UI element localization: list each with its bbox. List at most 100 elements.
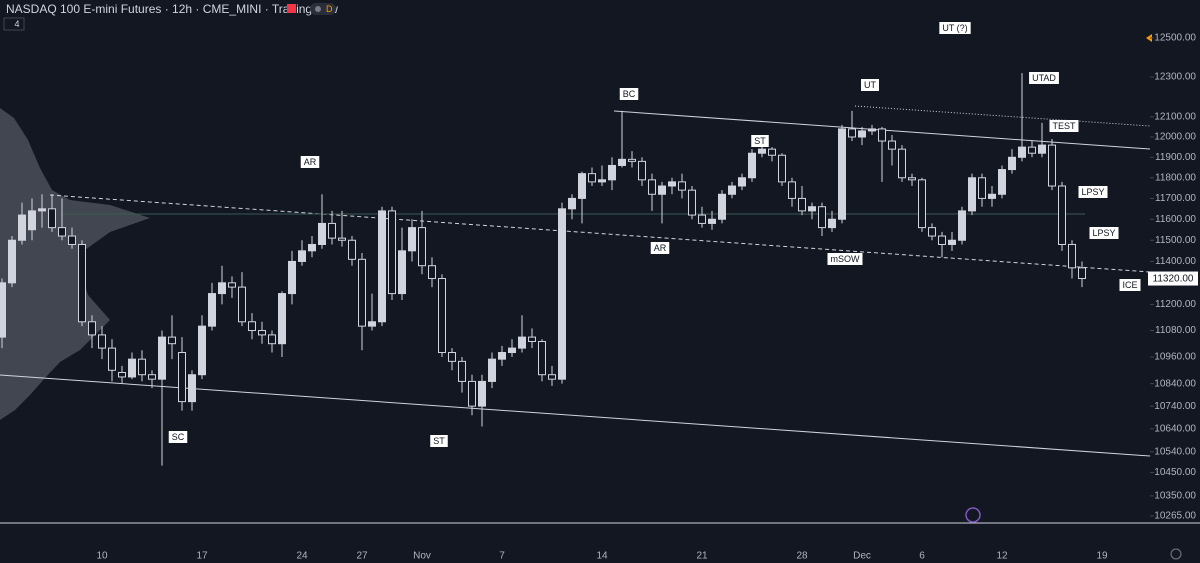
candle-body [508,347,516,354]
candle-body [98,334,106,349]
candle-body [928,227,936,237]
candle-body [768,148,776,156]
candle-body [588,173,596,183]
annotation: AR [304,157,317,167]
candle-body [638,160,646,181]
candle-body [78,243,86,323]
candle-body [828,218,836,229]
candle-body [8,239,16,284]
y-tick-label: 10540.00 [1154,446,1196,457]
annotation-bg [827,253,863,265]
candle-body [718,193,726,220]
y-tick-label: 11200.00 [1155,299,1196,310]
y-tick-label: 11600.00 [1155,214,1196,225]
trend-lower [0,374,1151,457]
candle-body [458,360,466,382]
candle-body [798,197,806,212]
candle-body [288,260,296,295]
annotation-bg [1078,186,1108,198]
replay-icon[interactable] [965,507,981,523]
candle-body [298,250,306,262]
candle-body [558,208,566,380]
candle-body [218,282,226,295]
candle-body [178,352,186,403]
y-tick-label: 11700.00 [1155,193,1196,204]
candle-body [608,164,616,181]
candle-body [328,222,336,239]
candle-body [1058,185,1066,245]
annotation: AR [654,243,667,253]
candle-body [468,380,476,407]
candle-body [898,148,906,179]
candle-body [958,210,966,241]
candle-body [728,185,736,195]
candle-body [188,374,196,403]
candle-body [418,227,426,267]
candle-body [788,181,796,199]
annotation: UTAD [1032,73,1056,83]
candle-body [738,177,746,187]
candle-body [398,250,406,295]
y-tick-label: 11800.00 [1155,172,1196,183]
candle-body [448,352,456,362]
candle-body [618,158,626,166]
annotation-bg [430,435,448,447]
annotation-bg [1029,72,1059,84]
candle-body [18,214,26,241]
y-tick-label: 10640.00 [1154,423,1196,434]
candle-body [778,154,786,183]
candle-body [568,197,576,210]
candle-body [248,321,256,332]
candle-body [198,325,206,376]
x-tick-label: Dec [853,551,871,562]
candle-body [978,177,986,199]
y-tick-label: 10450.00 [1154,467,1196,478]
y-tick-label: 11900.00 [1155,152,1196,163]
annotation-bg [1049,120,1079,132]
candle-body [808,206,816,212]
annotation-bg [939,22,971,34]
badge: D [326,4,333,14]
candle-body [758,148,766,154]
annotation: TEST [1052,121,1076,131]
trend-dashed [49,194,1151,273]
candle-body [1048,144,1056,187]
candle-body [408,227,416,252]
candle-body [918,179,926,229]
annotation: LPSY [1081,187,1104,197]
annotation: ICE [1122,280,1137,290]
candle-body [1008,156,1016,171]
annotation-bg [168,431,188,443]
candle-body [988,193,996,199]
x-tick-label: 24 [296,551,308,562]
candle-body [1038,144,1046,154]
candle-body [118,371,126,378]
candle-body [818,206,826,229]
candle-body [1068,243,1076,269]
candle-body [48,208,56,229]
candle-body [438,278,446,354]
candle-body [278,293,286,345]
candle-body [378,210,386,323]
candle-body [838,128,846,220]
candle-body [628,158,636,162]
annotation: UT (?) [942,23,967,33]
chart-title: NASDAQ 100 E-mini Futures · 12h · CME_MI… [6,2,338,16]
indicator-count[interactable]: 4 [14,19,19,29]
candle-body [708,218,716,224]
candle-body [1018,146,1026,158]
settings-icon[interactable] [1170,548,1182,560]
candle-body [698,214,706,224]
candle-body [1028,146,1036,154]
candle-body [998,169,1006,195]
annotation: SC [172,432,185,442]
x-tick-label: 27 [356,551,368,562]
indicator-box[interactable] [3,17,25,31]
annotation: ST [754,136,766,146]
badge-bg [310,3,336,15]
annotation-bg [1119,279,1141,291]
x-tick-label: 28 [796,551,808,562]
x-tick-label: 10 [96,551,108,562]
candle-body [228,282,236,288]
candle-body [348,239,356,260]
